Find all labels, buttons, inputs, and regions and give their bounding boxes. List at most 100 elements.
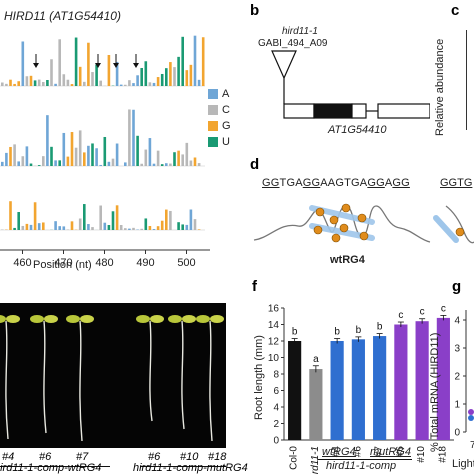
g-y-tick-label: 0 [454,428,460,439]
reactivity-bar [95,148,98,166]
reactivity-bar [58,226,61,230]
line-label: #18 [208,451,227,463]
guanine-dot [359,231,369,241]
f-bar [436,317,450,440]
reactivity-bar [91,143,94,166]
reactivity-bar [128,228,131,230]
reactivity-bar [140,163,143,166]
guanine-dot [331,233,341,243]
reactivity-bar [189,64,193,86]
panel-d-label: wtRG4 [330,254,365,266]
reactivity-bar [17,212,20,230]
reactivity-bar [62,226,66,230]
reactivity-bar [87,224,90,230]
reactivity-bar [173,152,176,166]
legend-swatch [208,105,218,115]
mut-plane [433,215,459,243]
reactivity-bar [148,226,152,230]
reactivity-bar [1,161,4,166]
seedling-cotyledon [210,315,224,323]
reactivity-bar [144,149,148,166]
seedling-root [149,320,153,422]
reactivity-bar [165,209,168,230]
panel-g-xlabel: Light [452,458,474,470]
g-y-tick-label: 4 [454,316,460,327]
reactivity-bar [37,223,41,230]
f-y-tick-label: 8 [273,370,279,381]
reactivity-bar [50,146,53,166]
panel-g-point [468,415,474,421]
seedling-cotyledon [66,315,80,323]
f-sig-letter: b [292,327,298,338]
group-comp-rule [318,459,412,460]
group-mut-label: mutRG4 [370,446,411,458]
reactivity-bar [42,222,45,230]
group2-rule [140,466,226,467]
reactivity-bar [37,165,41,166]
panel-e-photo [0,303,226,448]
panel-c-letter: c [451,2,460,19]
reactivity-bar [91,72,94,86]
guanine-dot [315,207,325,217]
panel-d-letter: d [250,156,260,173]
reactivity-bar [107,225,111,230]
reactivity-bar [99,80,102,86]
reactivity-bar [193,219,197,230]
x-tick-label: 470 [54,257,72,269]
seedling-root [181,320,185,430]
panel-f-letter: f [252,278,257,295]
reactivity-bar [197,79,201,86]
seq-gg: GG [262,177,280,189]
reactivity-bar [189,209,193,230]
line-label: #4 [2,451,15,463]
legend-label: U [222,136,230,148]
panel-d-sequence: GGTGAGGAAGTGAGGAGG [262,177,410,189]
reactivity-bar [54,160,57,166]
guanine-dot [313,225,323,235]
reactivity-bar [148,82,152,86]
reactivity-bar [78,130,82,166]
legend-item-u: U [208,134,238,150]
reactivity-bar [33,80,37,86]
reactivity-bar [160,220,164,230]
g-y-tick-label: 3 [454,344,460,355]
f-bar [351,339,365,440]
reactivity-bar [46,80,49,86]
line-label: #6 [148,451,161,463]
reactivity-bar [99,164,102,166]
reactivity-bar [115,205,119,230]
arrow-icon [33,63,39,68]
f-bar [330,341,344,440]
f-y-tick-label: 2 [273,419,279,430]
reactivity-bar [91,227,94,230]
x-tick-label: 480 [95,257,113,269]
group1-label: hird11-1-comp-wtRG4 [0,462,102,474]
panel-b-letter: b [250,2,260,19]
reactivity-bar [66,79,70,86]
f-y-tick-label: 10 [268,353,280,364]
reactivity-bar [103,222,107,230]
tdna-triangle [271,50,297,80]
reactivity-bar [29,75,33,86]
reactivity-bar [13,83,16,86]
line-label: #7 [76,451,89,463]
reactivity-bar [107,161,111,166]
group2-label: hird11-1-comp-mutRG4 [133,462,248,474]
seq-g: G [286,177,296,189]
f-y-tick-label: 14 [268,320,280,331]
reactivity-bar [115,143,119,166]
seedling-root [43,320,47,434]
reactivity-bar [5,152,8,166]
guanine-dots [313,203,369,243]
panel-a-legend: A C G U [208,86,238,150]
f-bar [394,324,408,440]
f-category-label: #7 [374,446,385,458]
reactivity-bar [124,84,127,86]
f-bar [288,341,302,440]
guanine-dot [341,203,351,213]
seedling-cotyledon [150,315,164,323]
f-bar [373,336,387,440]
guanine-dot [329,215,339,225]
reactivity-bar [160,73,164,86]
f-category-label: Col-0 [289,446,300,470]
